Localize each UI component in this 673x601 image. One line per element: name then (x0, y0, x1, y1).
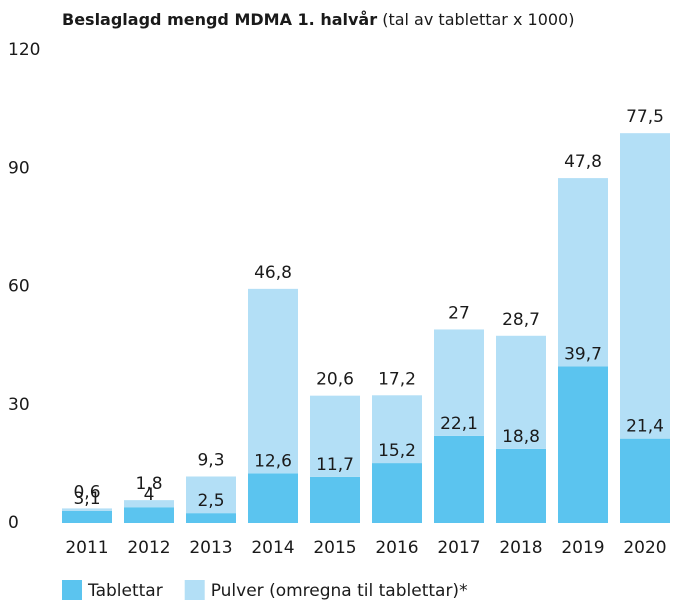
bar-segment (248, 288, 298, 474)
y-tick-label: 30 (8, 395, 30, 415)
x-tick-label: 2015 (313, 538, 356, 558)
chart-title: Beslaglagd mengd MDMA 1. halvår (62, 10, 377, 29)
y-tick-label: 60 (8, 277, 30, 297)
y-tick-label: 90 (8, 158, 30, 178)
value-label: 11,7 (316, 455, 354, 475)
value-label: 1,8 (135, 474, 162, 494)
value-label: 4 (144, 485, 155, 505)
bar-segment (124, 500, 174, 508)
bar-segment (186, 476, 236, 514)
value-label: 2,5 (197, 491, 224, 511)
legend-swatch (184, 580, 205, 600)
legend-label: Pulver (omregna til tablettar)* (211, 581, 468, 601)
value-label: 77,5 (626, 107, 664, 127)
bar-segment (558, 366, 608, 523)
value-label: 21,4 (626, 417, 664, 437)
bar-segment (496, 448, 546, 523)
x-tick-label: 2011 (65, 538, 108, 558)
x-tick-label: 2013 (189, 538, 232, 558)
value-label: 9,3 (197, 450, 224, 470)
bar-segment (124, 507, 174, 523)
value-label: 17,2 (378, 369, 416, 389)
x-tick-label: 2018 (499, 538, 542, 558)
bar-segment (496, 335, 546, 449)
chart-title-line: Beslaglagd mengd MDMA 1. halvår (tal av … (62, 10, 574, 29)
x-tick-label: 2017 (437, 538, 480, 558)
y-tick-label: 120 (8, 40, 40, 60)
value-label: 15,2 (378, 441, 416, 461)
bar-segment (434, 329, 484, 436)
value-label: 47,8 (564, 152, 602, 172)
bar-segment (558, 178, 608, 367)
chart-subtitle: (tal av tablettar x 1000) (382, 10, 574, 29)
bar-segment (620, 438, 670, 523)
value-label: 46,8 (254, 263, 292, 283)
x-tick-label: 2014 (251, 538, 294, 558)
value-label: 12,6 (254, 451, 292, 471)
value-label: 3,1 (73, 489, 100, 509)
bar-segment (310, 395, 360, 477)
value-label: 39,7 (564, 345, 602, 365)
value-label: 0,6 (73, 482, 100, 502)
bar-segment (62, 510, 112, 523)
value-label: 20,6 (316, 370, 354, 390)
y-tick-label: 0 (8, 513, 19, 533)
bar-segment (434, 435, 484, 523)
x-tick-label: 2020 (623, 538, 666, 558)
bar-segment (248, 473, 298, 523)
value-label: 22,1 (440, 414, 478, 434)
bar-segment (310, 476, 360, 523)
x-tick-label: 2016 (375, 538, 418, 558)
x-tick-label: 2019 (561, 538, 604, 558)
bar-segment (372, 463, 422, 523)
legend-swatch (62, 580, 82, 600)
bar-segment (620, 133, 670, 439)
legend-label: Tablettar (87, 581, 163, 601)
bar-segment (186, 513, 236, 523)
value-label: 28,7 (502, 310, 540, 330)
value-label: 27 (448, 303, 470, 323)
value-label: 18,8 (502, 427, 540, 447)
x-tick-label: 2012 (127, 538, 170, 558)
bar-segment (372, 395, 422, 464)
bar-segment (62, 508, 112, 511)
